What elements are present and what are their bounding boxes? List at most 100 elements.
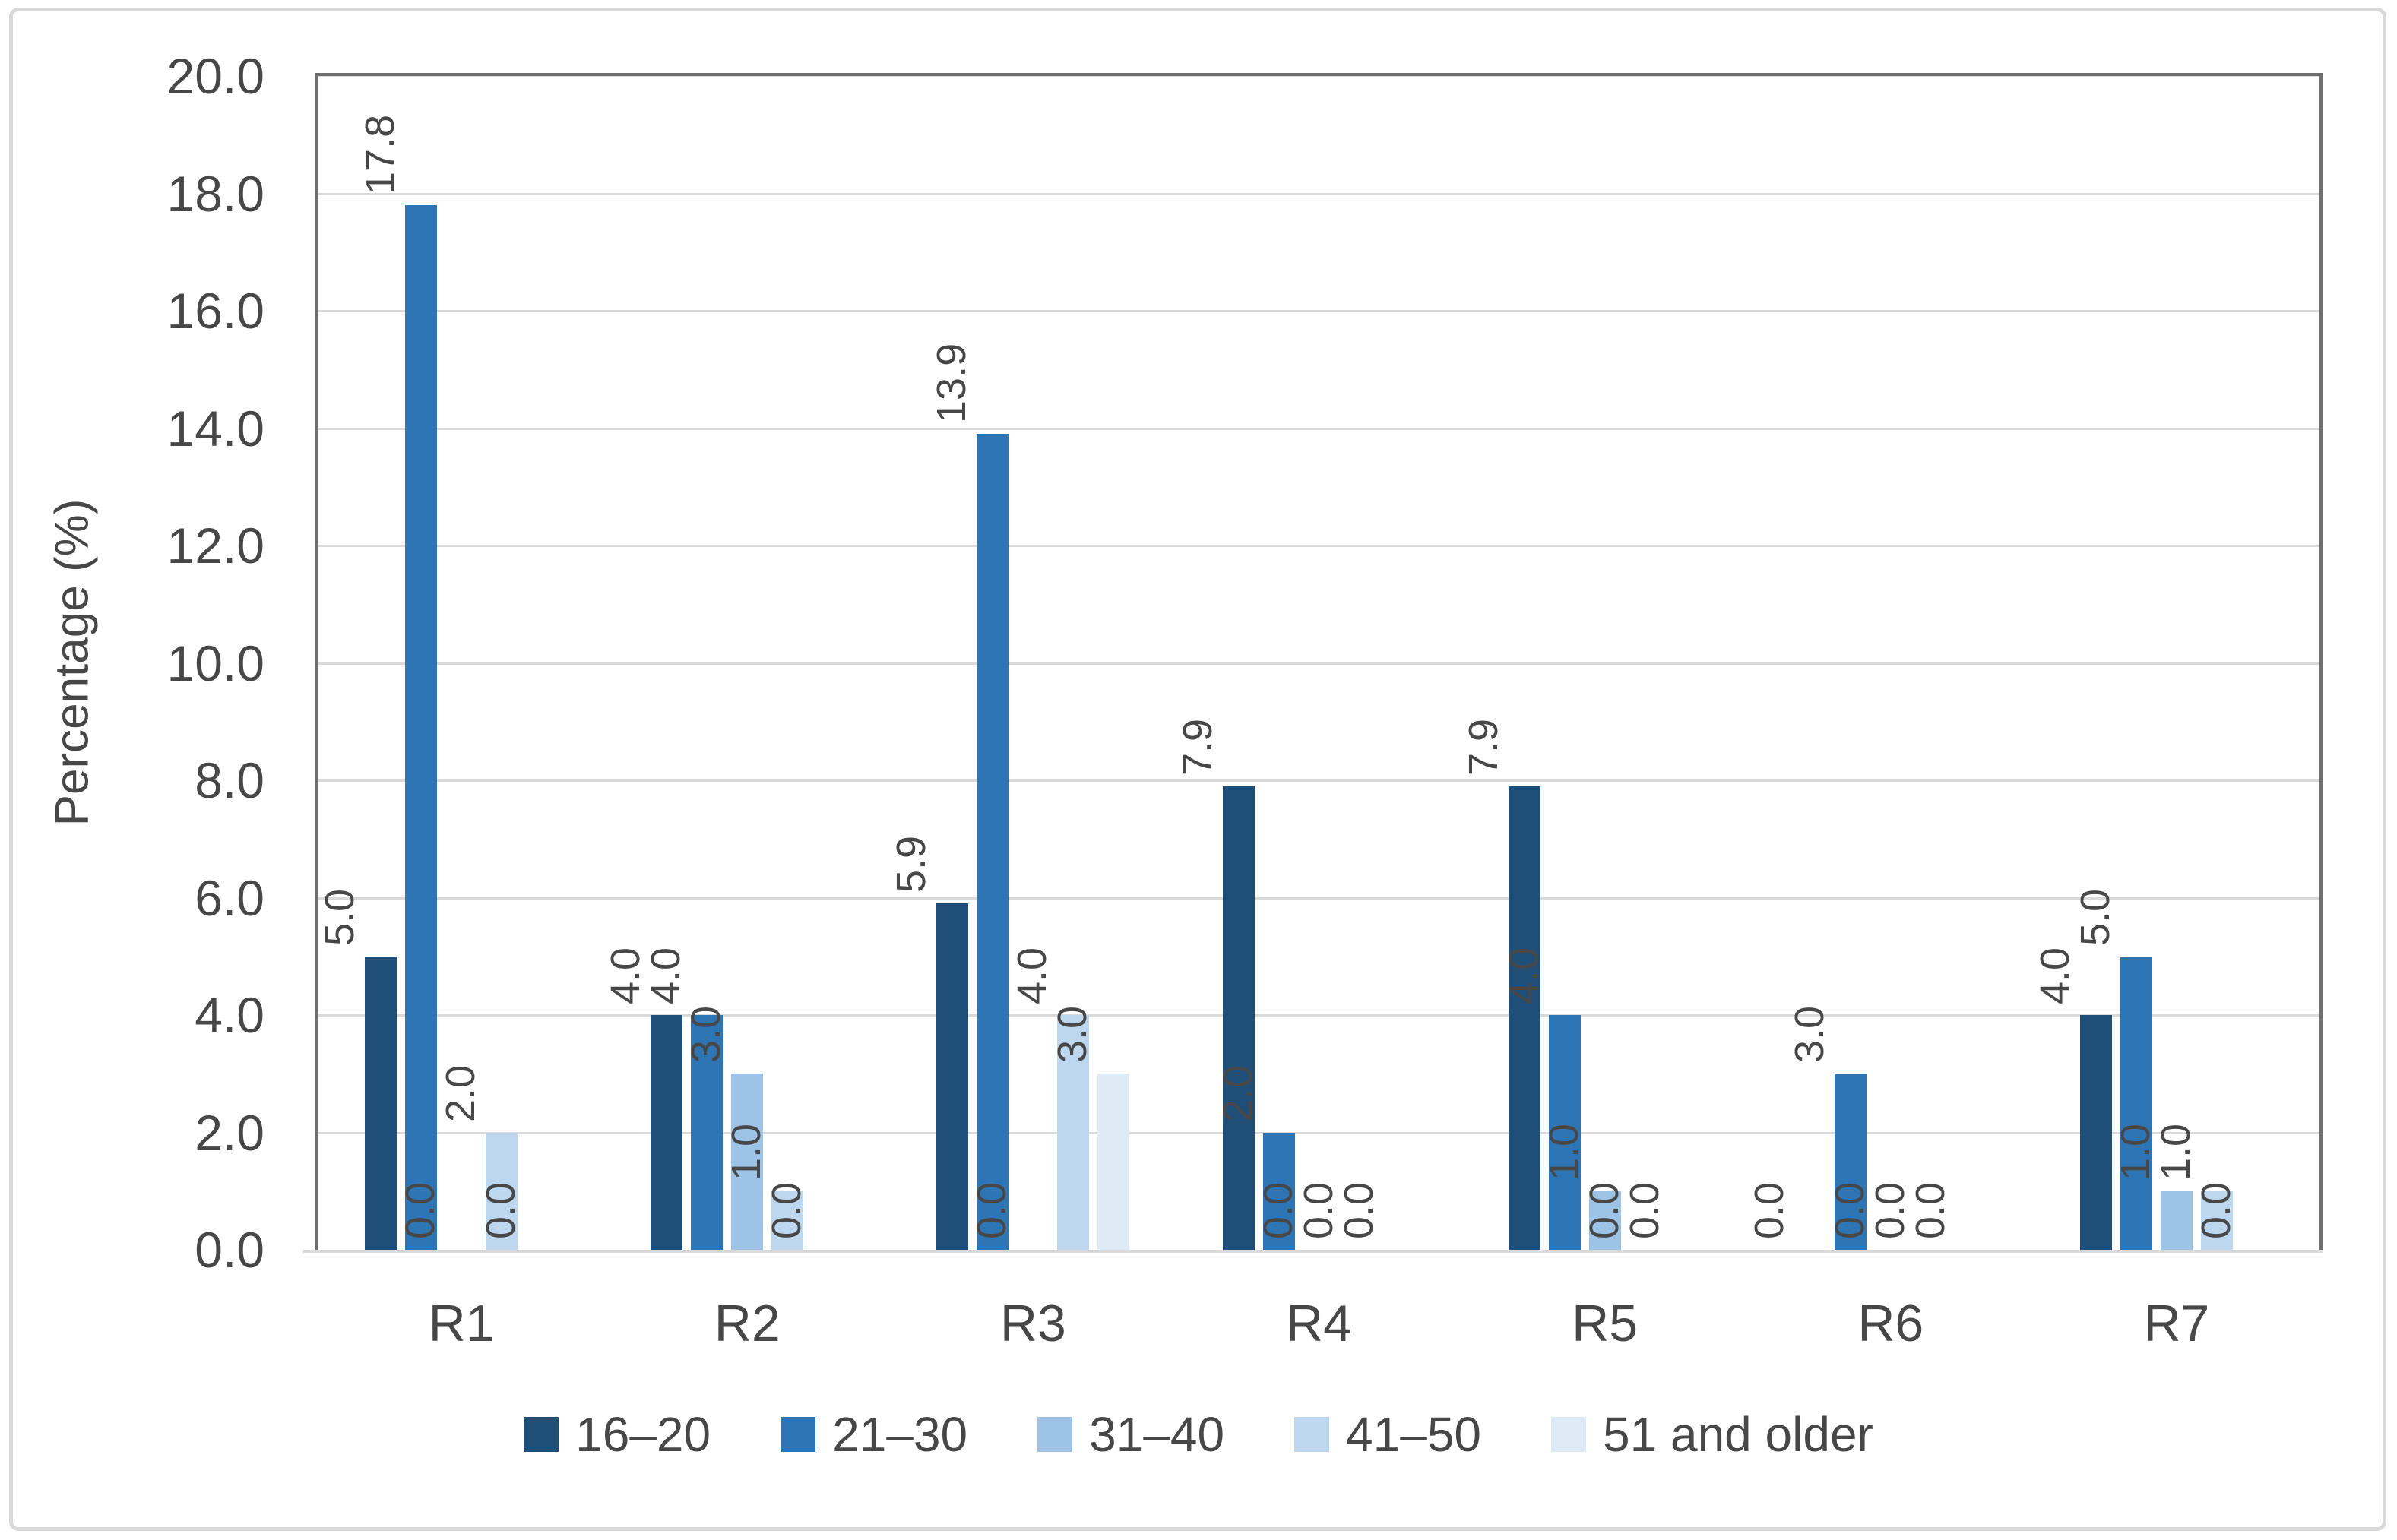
legend-entry-51-and-older: 51 and older bbox=[1551, 1410, 1873, 1459]
gridline-y-12 bbox=[318, 545, 2319, 547]
bar-r5-21-30 bbox=[1548, 1015, 1581, 1250]
legend-swatch-icon bbox=[1551, 1417, 1587, 1452]
value-label-r6-21-30: 3.0 bbox=[1786, 1006, 1832, 1064]
value-label-r4-41-50: 0.0 bbox=[1295, 1181, 1341, 1239]
value-label-r1-51-and-older: 0.0 bbox=[478, 1181, 524, 1239]
legend-entry-41-50: 41–50 bbox=[1294, 1410, 1481, 1459]
value-label-r2-21-30: 4.0 bbox=[643, 947, 689, 1004]
plot-area bbox=[303, 73, 2323, 1253]
value-label-r1-21-30: 17.8 bbox=[357, 114, 404, 194]
value-label-r7-51-and-older: 0.0 bbox=[2193, 1181, 2239, 1239]
bar-r3-41-50 bbox=[1057, 1015, 1090, 1250]
bar-r3-21-30 bbox=[977, 434, 1009, 1250]
y-tick-label-6-0: 6.0 bbox=[195, 869, 264, 926]
y-tick-label-16-0: 16.0 bbox=[166, 283, 264, 339]
y-tick-label-20-0: 20.0 bbox=[166, 48, 264, 104]
y-tick-label-0-0: 0.0 bbox=[195, 1222, 264, 1278]
value-label-r6-31-40: 0.0 bbox=[1826, 1181, 1873, 1239]
value-label-r1-41-50: 2.0 bbox=[438, 1064, 484, 1122]
bar-r3-16-20 bbox=[936, 903, 969, 1250]
plot-border-top bbox=[315, 73, 2323, 76]
x-category-label-r1: R1 bbox=[428, 1295, 495, 1352]
value-label-r7-31-40: 1.0 bbox=[2112, 1123, 2158, 1181]
gridline-y-16 bbox=[318, 310, 2319, 312]
value-label-r2-41-50: 1.0 bbox=[724, 1123, 770, 1181]
x-category-label-r4: R4 bbox=[1286, 1295, 1352, 1352]
legend-swatch-icon bbox=[781, 1417, 816, 1452]
value-label-r4-31-40: 0.0 bbox=[1255, 1181, 1301, 1239]
bar-r1-41-50 bbox=[486, 1132, 518, 1250]
y-tick-label-12-0: 12.0 bbox=[166, 517, 264, 574]
value-label-r4-21-30: 2.0 bbox=[1214, 1064, 1261, 1122]
plot-border-right bbox=[2319, 73, 2323, 1250]
plot-border-left bbox=[315, 73, 318, 1250]
bar-r5-31-40 bbox=[1588, 1191, 1621, 1250]
bar-r1-16-20 bbox=[365, 956, 397, 1250]
y-tick-label-14-0: 14.0 bbox=[166, 400, 264, 457]
bar-r4-16-20 bbox=[1222, 786, 1255, 1250]
x-category-label-r3: R3 bbox=[999, 1295, 1066, 1352]
y-tick-label-4-0: 4.0 bbox=[195, 987, 264, 1043]
value-label-r2-16-20: 4.0 bbox=[603, 947, 649, 1004]
legend: 16–20 21–30 31–40 41–50 51 and older bbox=[0, 1410, 2397, 1459]
x-category-label-r6: R6 bbox=[1857, 1295, 1924, 1352]
value-label-r1-31-40: 0.0 bbox=[397, 1181, 444, 1239]
bar-r2-16-20 bbox=[651, 1015, 683, 1250]
gridline-y-2 bbox=[318, 1131, 2319, 1134]
legend-label: 41–50 bbox=[1346, 1407, 1482, 1462]
legend-swatch-icon bbox=[524, 1417, 559, 1452]
value-label-r3-51-and-older: 3.0 bbox=[1050, 1006, 1096, 1064]
value-label-r2-51-and-older: 0.0 bbox=[764, 1181, 810, 1239]
legend-label: 16–20 bbox=[575, 1407, 711, 1462]
bar-r7-31-40 bbox=[2160, 1191, 2193, 1250]
legend-swatch-icon bbox=[1037, 1417, 1073, 1452]
value-label-r4-51-and-older: 0.0 bbox=[1335, 1181, 1382, 1239]
value-label-r6-51-and-older: 0.0 bbox=[1907, 1181, 1953, 1239]
x-category-label-r2: R2 bbox=[714, 1295, 781, 1352]
value-label-r7-41-50: 1.0 bbox=[2152, 1123, 2199, 1181]
x-category-label-r7: R7 bbox=[2143, 1295, 2210, 1352]
legend-entry-16-20: 16–20 bbox=[524, 1410, 711, 1459]
bar-r3-51-and-older bbox=[1097, 1074, 1130, 1250]
bar-r7-21-30 bbox=[2120, 956, 2152, 1250]
gridline-y-4 bbox=[318, 1014, 2319, 1017]
value-label-r2-31-40: 3.0 bbox=[683, 1006, 730, 1064]
x-category-label-r5: R5 bbox=[1572, 1295, 1639, 1352]
legend-entry-31-40: 31–40 bbox=[1037, 1410, 1224, 1459]
value-label-r1-16-20: 5.0 bbox=[317, 888, 363, 946]
gridline-y-10 bbox=[318, 662, 2319, 665]
legend-label: 51 and older bbox=[1603, 1407, 1873, 1462]
value-label-r7-21-30: 5.0 bbox=[2072, 888, 2118, 946]
legend-label: 21–30 bbox=[832, 1407, 968, 1462]
value-label-r3-21-30: 13.9 bbox=[929, 343, 975, 424]
value-label-r5-31-40: 1.0 bbox=[1540, 1123, 1587, 1181]
value-label-r3-41-50: 4.0 bbox=[1009, 947, 1056, 1004]
value-label-r5-21-30: 4.0 bbox=[1500, 947, 1547, 1004]
bar-r6-21-30 bbox=[1834, 1074, 1867, 1250]
gridline-y-18 bbox=[318, 192, 2319, 195]
value-label-r5-51-and-older: 0.0 bbox=[1621, 1181, 1667, 1239]
value-label-r4-16-20: 7.9 bbox=[1174, 718, 1221, 776]
y-tick-label-10-0: 10.0 bbox=[166, 634, 264, 691]
bar-r2-31-40 bbox=[731, 1074, 764, 1250]
gridline-y-14 bbox=[318, 427, 2319, 430]
bar-r7-16-20 bbox=[2079, 1015, 2112, 1250]
y-tick-label-8-0: 8.0 bbox=[195, 752, 264, 808]
value-label-r3-31-40: 0.0 bbox=[969, 1181, 1015, 1239]
value-label-r5-41-50: 0.0 bbox=[1581, 1181, 1627, 1239]
y-tick-label-2-0: 2.0 bbox=[195, 1104, 264, 1161]
legend-label: 31–40 bbox=[1089, 1407, 1225, 1462]
value-label-r6-16-20: 0.0 bbox=[1746, 1181, 1792, 1239]
x-axis-line bbox=[303, 1250, 2323, 1253]
gridline-y-8 bbox=[318, 779, 2319, 782]
legend-entry-21-30: 21–30 bbox=[781, 1410, 967, 1459]
gridline-y-6 bbox=[318, 896, 2319, 900]
value-label-r5-16-20: 7.9 bbox=[1460, 718, 1506, 776]
bar-r7-41-50 bbox=[2200, 1191, 2233, 1250]
value-label-r7-16-20: 4.0 bbox=[2031, 947, 2078, 1004]
bar-r1-21-30 bbox=[405, 204, 438, 1250]
gridline-y-20 bbox=[318, 75, 2319, 77]
value-label-r3-16-20: 5.9 bbox=[888, 836, 935, 893]
y-tick-label-18-0: 18.0 bbox=[166, 165, 264, 222]
